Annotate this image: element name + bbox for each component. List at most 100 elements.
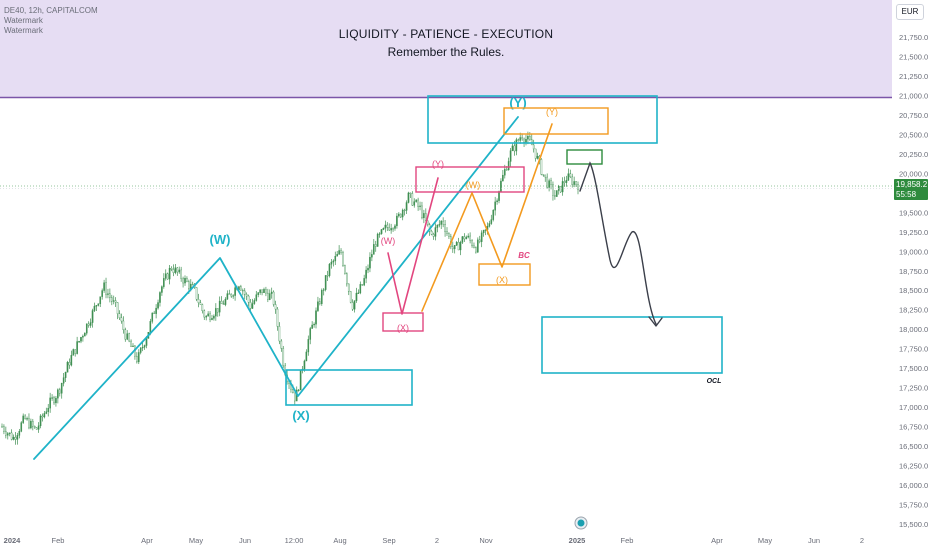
candle-body [253, 300, 256, 304]
candle-body [507, 161, 510, 171]
candle-body [554, 195, 556, 197]
candle-body [188, 281, 190, 290]
candle-body [145, 338, 148, 346]
candle-body [446, 231, 448, 234]
candle-body [234, 287, 236, 296]
candle-body [338, 250, 340, 255]
x-tick-label: Feb [621, 536, 634, 545]
candle-body [143, 345, 146, 348]
candle-body [305, 351, 308, 362]
candle-body [367, 267, 369, 271]
candle-body [455, 241, 458, 246]
y-tick-label: 21,250.0 [899, 72, 928, 81]
candle-body [567, 173, 570, 181]
cyan-target-zone [541, 316, 723, 374]
candle-body [68, 362, 71, 366]
candle-body [124, 329, 127, 340]
candle-body [80, 337, 82, 342]
candle-body [101, 290, 103, 297]
candle-body [394, 225, 396, 229]
cyan-zone-x [285, 369, 413, 406]
candle-body [513, 145, 516, 152]
candle-body [378, 233, 381, 235]
candle-body [211, 318, 213, 320]
candle-body [201, 304, 204, 312]
candle-body [477, 239, 479, 253]
candle-body [546, 176, 548, 188]
candle-body [342, 252, 344, 266]
candle-body [191, 283, 194, 286]
pink-label-w: (W) [381, 236, 396, 246]
candle-body [174, 267, 177, 273]
candle-body [168, 267, 171, 280]
candle-body [45, 411, 48, 414]
candle-body [85, 323, 88, 334]
candle-body [228, 293, 231, 295]
y-tick-label: 18,000.0 [899, 325, 928, 334]
ocl-label: OCL [707, 378, 722, 385]
candle-body [232, 295, 234, 297]
candle-body [116, 302, 119, 314]
y-tick-label: 19,000.0 [899, 247, 928, 256]
candle-body [41, 415, 44, 418]
candle-body [261, 289, 263, 294]
candle-body [315, 310, 317, 325]
candle-body [60, 383, 63, 394]
candle-body [114, 300, 117, 303]
candle-body [334, 256, 337, 262]
cyan-label-w: (W) [210, 232, 231, 247]
candle-body [509, 150, 512, 162]
candle-body [66, 362, 69, 373]
x-tick-label: Aug [333, 536, 346, 545]
y-tick-label: 16,250.0 [899, 462, 928, 471]
candle-body [569, 173, 572, 178]
cyan-label-x: (X) [292, 408, 309, 423]
candle-body [20, 422, 23, 432]
candle-body [463, 236, 466, 240]
projection-arrow [579, 161, 657, 325]
candle-body [120, 317, 123, 322]
candle-body [70, 355, 73, 366]
candle-body [440, 220, 443, 225]
candle-body [457, 241, 460, 251]
candle-body [226, 293, 229, 300]
candle-body [330, 261, 333, 265]
candle-body [344, 265, 346, 274]
y-tick-label: 15,500.0 [899, 520, 928, 529]
watermark-1: Watermark [4, 16, 43, 25]
candle-body [399, 213, 402, 218]
candle-body [532, 144, 535, 150]
candle-body [480, 232, 483, 242]
candle-body [421, 205, 423, 219]
candle-body [575, 181, 577, 185]
candle-body [340, 250, 342, 253]
y-tick-label: 16,500.0 [899, 442, 928, 451]
y-tick-label: 19,500.0 [899, 208, 928, 217]
cyan-zone-y [427, 95, 658, 144]
candle-body [577, 184, 579, 190]
candle-body [186, 278, 188, 282]
candle-body [432, 234, 435, 237]
candle-body [259, 289, 261, 293]
candle-body [503, 169, 506, 176]
candle-body [78, 341, 80, 343]
candle-body [195, 287, 198, 300]
candle-body [249, 302, 252, 309]
candle-body [511, 145, 514, 151]
candle-body [515, 139, 518, 152]
candle-body [434, 227, 437, 237]
candle-body [57, 389, 59, 399]
candle-body [407, 192, 410, 203]
candle-body [163, 278, 165, 287]
y-tick-label: 17,500.0 [899, 364, 928, 373]
currency-badge[interactable]: EUR [896, 4, 924, 20]
candle-body [488, 223, 491, 227]
candle-body [413, 201, 416, 206]
candle-body [319, 301, 321, 304]
candle-body [180, 269, 182, 279]
candle-body [542, 174, 545, 176]
candle-body [243, 290, 246, 295]
x-tick-label: May [758, 536, 772, 545]
candle-body [371, 254, 373, 258]
